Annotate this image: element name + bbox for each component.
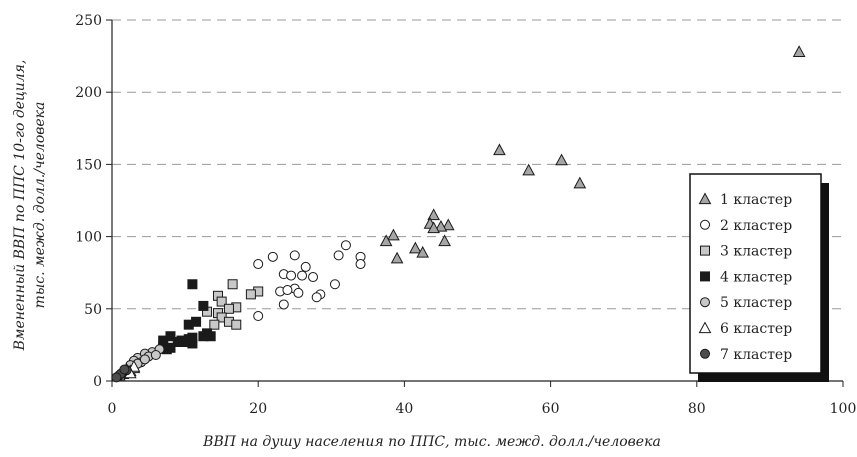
point-s7-5 [111, 372, 122, 383]
legend-label-2: 2 кластер [720, 218, 792, 234]
x-tick-label-0: 0 [108, 401, 117, 417]
point-s2-1 [333, 250, 344, 261]
tick-labels: 0 50 100 150 200 250 0 20 40 60 80 100 [75, 13, 856, 417]
legend-box [689, 173, 822, 374]
point-s1-9 [387, 228, 400, 241]
point-s2-20 [253, 311, 264, 322]
y-tick-label-150: 150 [75, 157, 102, 173]
point-s4-0 [187, 279, 198, 290]
point-s1-1 [493, 143, 506, 156]
legend-marker-3 [700, 245, 710, 256]
point-s1-10 [379, 234, 393, 247]
point-s1-14 [390, 251, 404, 264]
legend-label-3: 3 кластер [720, 244, 792, 260]
point-s1-13 [416, 245, 430, 258]
point-s3-11 [231, 319, 242, 330]
y-axis-title-line2: тыс. межд. долл./человека [32, 102, 48, 309]
y-tick-label-50: 50 [84, 302, 102, 318]
point-s1-4 [573, 176, 587, 189]
point-s2-15 [282, 285, 293, 296]
point-s4-1 [198, 300, 209, 311]
point-s2-0 [340, 240, 351, 251]
point-s2-10 [286, 270, 297, 281]
legend: 1 кластер 2 кластер 3 кластер 4 кластер 5 кл… [689, 173, 829, 382]
point-s1-0 [792, 45, 806, 57]
point-s3-2 [245, 289, 256, 300]
axes [106, 19, 844, 387]
point-s1-15 [427, 221, 440, 234]
point-s1-11 [438, 234, 451, 247]
point-s5-10 [139, 354, 150, 365]
point-s2-11 [308, 272, 319, 283]
point-s2-19 [278, 299, 289, 310]
series-3 [202, 279, 264, 330]
point-s3-4 [216, 296, 227, 307]
point-s1-8 [434, 219, 448, 232]
series-4 [158, 279, 216, 355]
point-s2-9 [297, 270, 308, 281]
point-s3-12 [209, 319, 220, 330]
legend-label-5: 5 кластер [720, 295, 792, 311]
point-s1-7 [441, 218, 455, 231]
legend-marker-5 [700, 297, 710, 308]
point-s1-12 [409, 241, 422, 254]
x-tick-label-60: 60 [542, 401, 560, 417]
point-s2-6 [253, 259, 264, 270]
point-s2-4 [267, 251, 278, 262]
point-s5-8 [150, 350, 161, 361]
point-s2-5 [355, 259, 366, 270]
x-tick-label-100: 100 [830, 401, 857, 417]
legend-marker-7 [700, 348, 710, 359]
series-1 [379, 45, 806, 264]
point-s4-17 [187, 332, 198, 343]
point-s7-6 [119, 364, 130, 375]
point-s2-16 [293, 287, 304, 298]
point-s2-12 [329, 279, 340, 290]
series-7 [111, 364, 132, 383]
point-s2-2 [289, 250, 300, 261]
legend-label-6: 6 кластер [720, 321, 792, 337]
legend-marker-1 [698, 192, 712, 205]
point-s1-2 [555, 153, 568, 166]
x-tick-label-20: 20 [249, 401, 267, 417]
x-tick-label-80: 80 [688, 401, 706, 417]
legend-label-4: 4 кластер [720, 269, 792, 285]
point-s2-18 [311, 292, 322, 303]
y-tick-label-200: 200 [75, 85, 102, 101]
legend-marker-6 [698, 321, 712, 334]
x-tick-label-40: 40 [395, 401, 413, 417]
y-tick-label-0: 0 [93, 374, 102, 390]
y-tick-label-100: 100 [75, 230, 102, 246]
y-tick-label-250: 250 [75, 13, 102, 29]
data-points [111, 45, 806, 383]
point-s3-6 [223, 303, 234, 314]
legend-marker-4 [700, 271, 710, 282]
series-2 [253, 240, 366, 322]
y-axis-title-line1: Вмененный ВВП по ППС 10-го дециля, [12, 60, 28, 352]
point-s4-6 [205, 331, 216, 342]
point-s4-3 [183, 319, 194, 330]
x-axis-title: ВВП на душу населения по ППС, тыс. межд.… [202, 434, 661, 450]
legend-marker-2 [700, 219, 710, 230]
point-s2-7 [300, 261, 311, 272]
point-s1-5 [427, 208, 440, 221]
point-s3-0 [227, 279, 238, 290]
legend-label-7: 7 кластер [720, 347, 792, 363]
legend-label-1: 1 кластер [720, 192, 792, 208]
point-s1-3 [522, 163, 536, 176]
